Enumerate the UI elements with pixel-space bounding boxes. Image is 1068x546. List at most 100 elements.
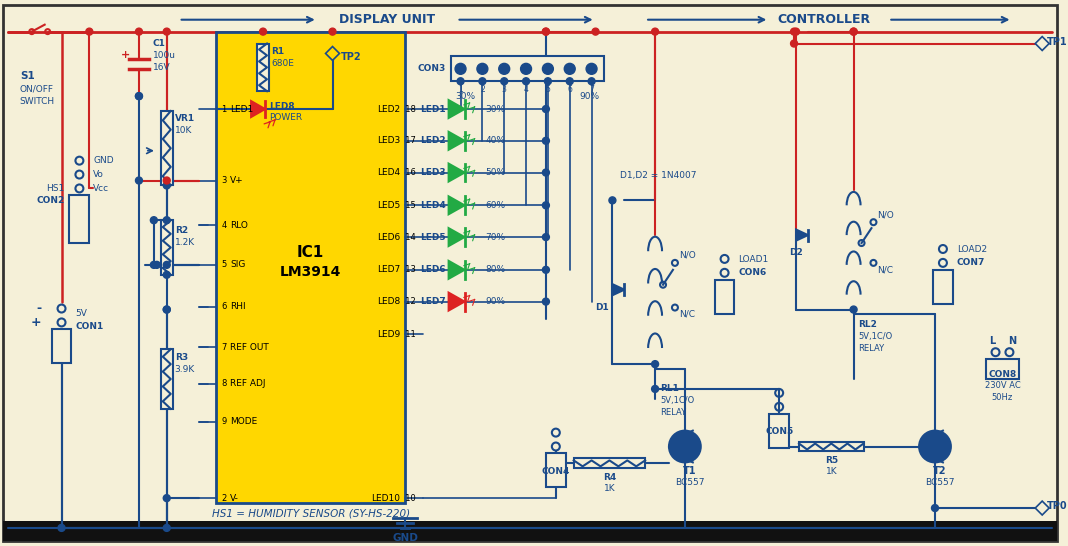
Text: SWITCH: SWITCH [20,97,54,105]
Circle shape [792,28,800,35]
Circle shape [58,524,65,531]
Text: 5: 5 [546,85,550,94]
Text: LED8: LED8 [269,102,295,110]
Text: RELAY: RELAY [859,344,884,353]
Circle shape [501,78,507,85]
Circle shape [545,78,551,85]
Text: 80%: 80% [485,265,505,274]
Text: CON8: CON8 [988,370,1017,378]
Bar [933,270,953,304]
Text: CON2: CON2 [36,196,64,205]
Text: +: + [121,50,129,60]
Circle shape [566,78,574,85]
Circle shape [154,262,160,268]
Circle shape [543,266,549,274]
Circle shape [522,78,530,85]
Circle shape [543,234,549,241]
Text: 1.2K: 1.2K [175,238,194,247]
Text: 16V: 16V [153,63,171,72]
Text: BC557: BC557 [925,478,955,486]
Text: 1: 1 [221,104,226,114]
Circle shape [651,385,659,393]
Text: RL2: RL2 [859,320,878,329]
Text: N/C: N/C [679,310,695,319]
Circle shape [651,28,659,35]
Text: REF OUT: REF OUT [231,343,269,352]
Text: 70%: 70% [485,233,505,241]
Text: -: - [36,302,42,315]
Text: 17: 17 [400,136,415,145]
Circle shape [477,63,488,74]
Text: 10: 10 [400,494,415,503]
Bar [574,459,645,468]
Circle shape [163,182,170,189]
Circle shape [163,262,170,268]
Circle shape [543,298,549,305]
Circle shape [163,271,170,278]
Circle shape [136,93,142,99]
Text: LED1: LED1 [231,104,253,114]
Text: 11: 11 [400,330,415,339]
Circle shape [669,431,701,462]
Text: N/C: N/C [878,265,894,274]
Text: V-: V- [231,494,239,503]
Text: LED4: LED4 [420,201,445,210]
Text: N: N [1008,336,1017,346]
Text: 30%: 30% [485,104,505,114]
Circle shape [163,177,170,184]
Text: R5: R5 [824,456,837,465]
Text: VR1: VR1 [175,115,194,123]
Circle shape [543,202,549,209]
Text: ON/OFF: ON/OFF [20,85,53,94]
Text: LOAD2: LOAD2 [957,246,987,254]
Circle shape [329,28,336,35]
Circle shape [790,40,798,47]
Text: LED8: LED8 [377,297,400,306]
Text: GND: GND [93,156,114,165]
Polygon shape [449,164,465,181]
Circle shape [543,138,549,144]
Text: N/O: N/O [679,251,695,259]
Text: R4: R4 [602,473,616,482]
Circle shape [850,306,858,313]
Bar [69,195,90,243]
Text: 50%: 50% [485,168,505,177]
Text: LED7: LED7 [420,297,445,306]
Bar [451,56,604,81]
Text: Vcc: Vcc [93,184,109,193]
Text: 7: 7 [221,343,226,352]
Bar [546,454,566,487]
Text: Vo: Vo [93,170,105,179]
Text: 9: 9 [221,417,226,426]
Circle shape [651,361,659,367]
Circle shape [850,28,858,35]
Text: 90%: 90% [579,92,599,100]
Text: TP2: TP2 [341,52,361,62]
Text: RL1: RL1 [660,384,679,394]
Bar [714,280,735,313]
Polygon shape [449,100,465,118]
Text: RHI: RHI [231,302,246,311]
Polygon shape [449,197,465,214]
Circle shape [543,28,549,35]
Text: D2: D2 [789,248,803,258]
Bar [3,521,1057,541]
Text: 7: 7 [590,85,594,94]
Text: RLO: RLO [231,221,248,230]
Circle shape [163,495,170,502]
Circle shape [85,28,93,35]
Circle shape [520,63,532,74]
Text: 15: 15 [400,201,415,210]
Text: IC1: IC1 [297,245,325,260]
Text: LED7: LED7 [377,265,400,274]
Circle shape [850,28,858,35]
Circle shape [499,63,509,74]
Text: LED2: LED2 [420,136,445,145]
Text: 8: 8 [221,379,226,388]
Circle shape [931,505,939,512]
Text: C1: C1 [153,39,166,48]
Polygon shape [449,293,465,311]
Text: MODE: MODE [231,417,257,426]
Text: 3: 3 [502,85,506,94]
Circle shape [592,28,599,35]
